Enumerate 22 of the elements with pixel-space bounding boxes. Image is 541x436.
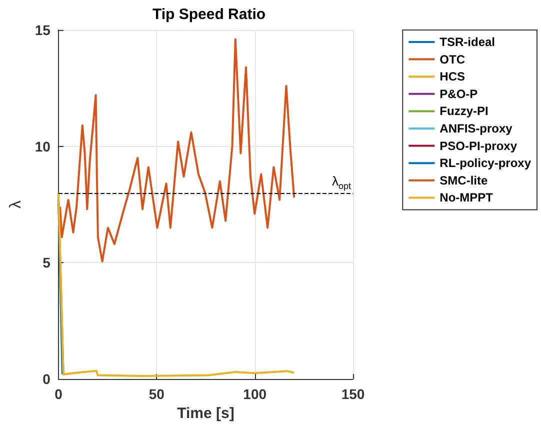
legend-label: P&O-P — [440, 86, 478, 101]
legend-label: PSO-PI-proxy — [440, 138, 518, 153]
y-tick-label: 10 — [34, 138, 51, 154]
x-axis-title: Time [s] — [177, 404, 234, 422]
x-tick-label: 0 — [54, 386, 63, 402]
legend-label: Fuzzy-PI — [440, 104, 488, 118]
x-tick-label: 50 — [148, 386, 165, 402]
chart-title: Tip Speed Ratio — [152, 6, 266, 23]
ref-line-label: λ$_{opt}$ — [332, 173, 351, 192]
legend-label: SMC-lite — [440, 173, 488, 188]
x-tick-label: 100 — [243, 386, 267, 402]
legend-label: TSR-ideal — [440, 35, 495, 49]
y-tick-label: 15 — [34, 22, 51, 38]
legend-label: OTC — [440, 52, 466, 66]
legend-label: HCS — [440, 70, 465, 84]
y-axis-title: λ — [8, 200, 24, 208]
x-tick-label: 150 — [341, 386, 365, 402]
legend-label: No-MPPT — [440, 190, 494, 205]
legend-label: ANFIS-proxy — [440, 122, 513, 136]
y-tick-label: 5 — [42, 254, 51, 271]
legend-label: RL-policy-proxy — [440, 156, 532, 170]
y-tick-label: 0 — [42, 371, 51, 387]
